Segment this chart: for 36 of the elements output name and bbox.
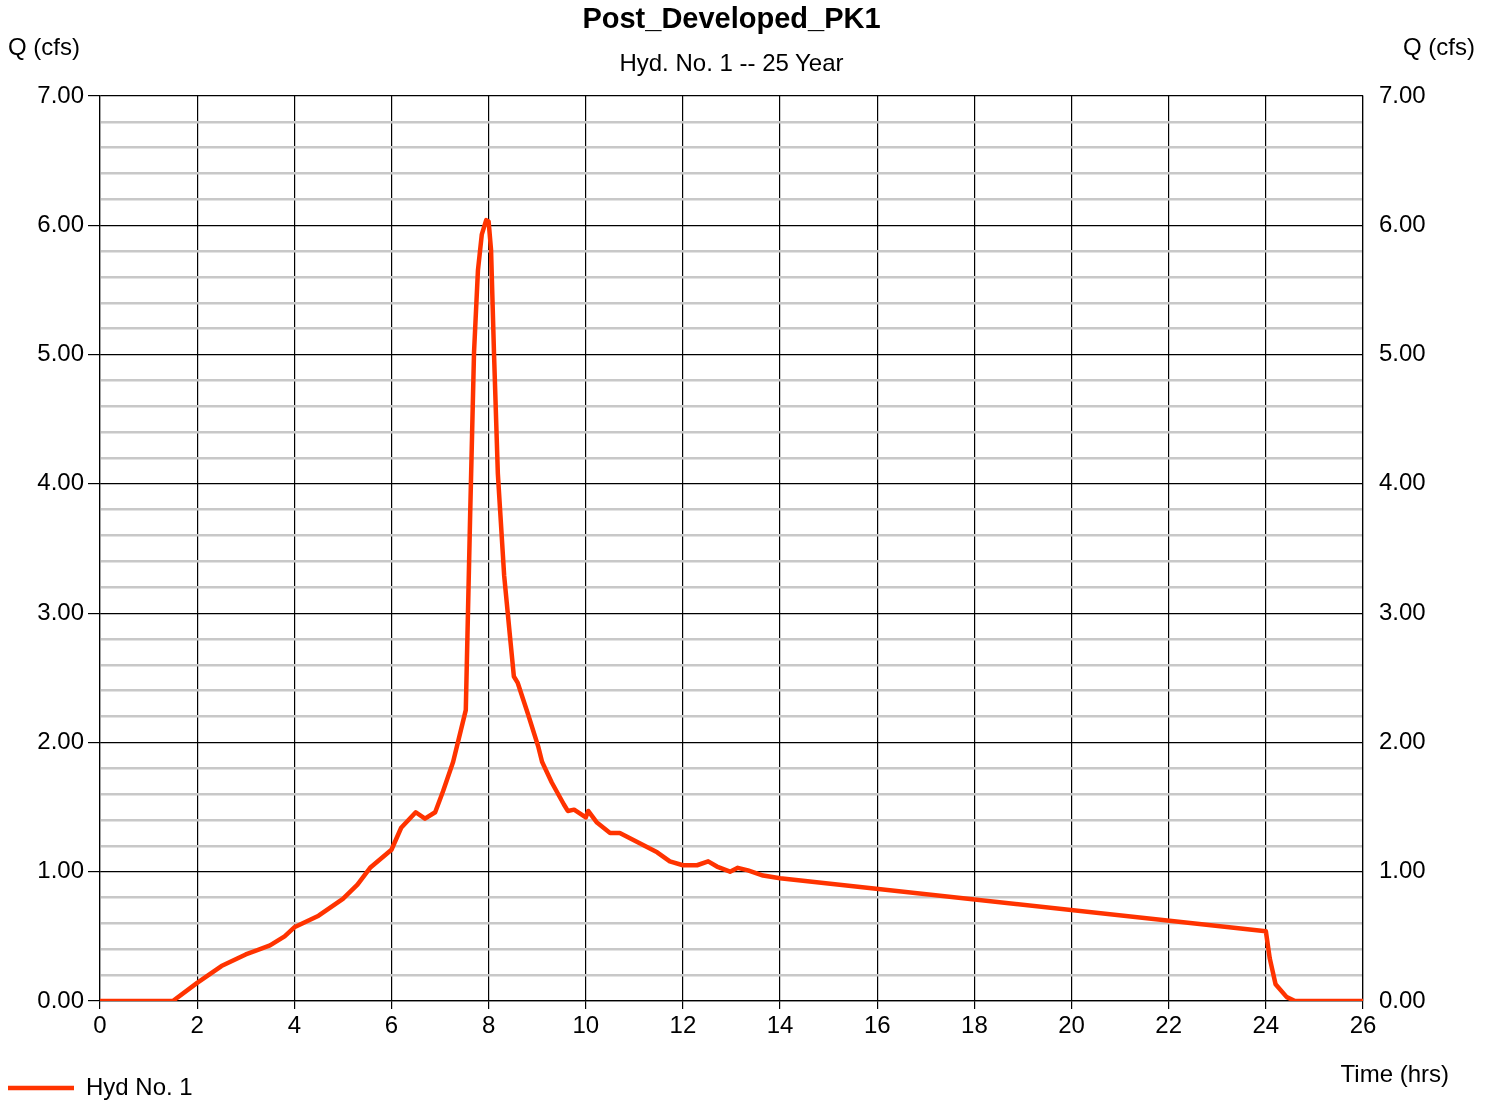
y2-tick-label: 4.00 (1379, 468, 1426, 496)
y2-axis-title: Q (cfs) (1403, 32, 1475, 60)
x-tick-label: 0 (93, 1011, 107, 1039)
y-tick-label: 6.00 (37, 209, 84, 237)
x-axis-title: Time (hrs) (1340, 1059, 1449, 1087)
y2-tick-label: 0.00 (1379, 985, 1426, 1013)
y-tick-label: 4.00 (37, 468, 84, 496)
y2-tick-label: 5.00 (1379, 339, 1426, 367)
y-tick-label: 1.00 (37, 856, 84, 884)
legend-label: Hyd No. 1 (86, 1072, 193, 1100)
y2-tick-label: 7.00 (1379, 80, 1426, 108)
y-tick-label: 3.00 (37, 597, 84, 625)
x-tick-label: 6 (384, 1011, 399, 1039)
y-axis-title: Q (cfs) (8, 32, 80, 60)
chart-subtitle: Hyd. No. 1 -- 25 Year (619, 48, 844, 76)
x-tick-label: 14 (766, 1011, 794, 1039)
y-tick-label: 0.00 (37, 985, 84, 1013)
x-tick-label: 26 (1349, 1011, 1377, 1039)
y-tick-label: 2.00 (37, 727, 84, 755)
x-tick-label: 4 (287, 1011, 301, 1039)
y2-tick-label: 6.00 (1379, 209, 1426, 237)
x-tick-label: 2 (190, 1011, 204, 1039)
x-tick-label: 20 (1058, 1011, 1085, 1039)
x-tick-label: 24 (1252, 1011, 1280, 1039)
x-tick-label: 12 (669, 1011, 697, 1039)
x-tick-label: 10 (572, 1011, 600, 1039)
y2-tick-label: 2.00 (1379, 727, 1426, 755)
y-tick-label: 5.00 (37, 339, 84, 367)
y2-tick-label: 3.00 (1379, 597, 1426, 625)
chart-title: Post_Developed_PK1 (582, 2, 881, 34)
x-tick-label: 16 (863, 1011, 891, 1039)
x-tick-label: 18 (961, 1011, 988, 1039)
y2-tick-label: 1.00 (1379, 856, 1426, 884)
x-tick-label: 22 (1155, 1011, 1183, 1039)
y-tick-label: 7.00 (37, 80, 84, 108)
x-tick-label: 8 (481, 1011, 496, 1039)
